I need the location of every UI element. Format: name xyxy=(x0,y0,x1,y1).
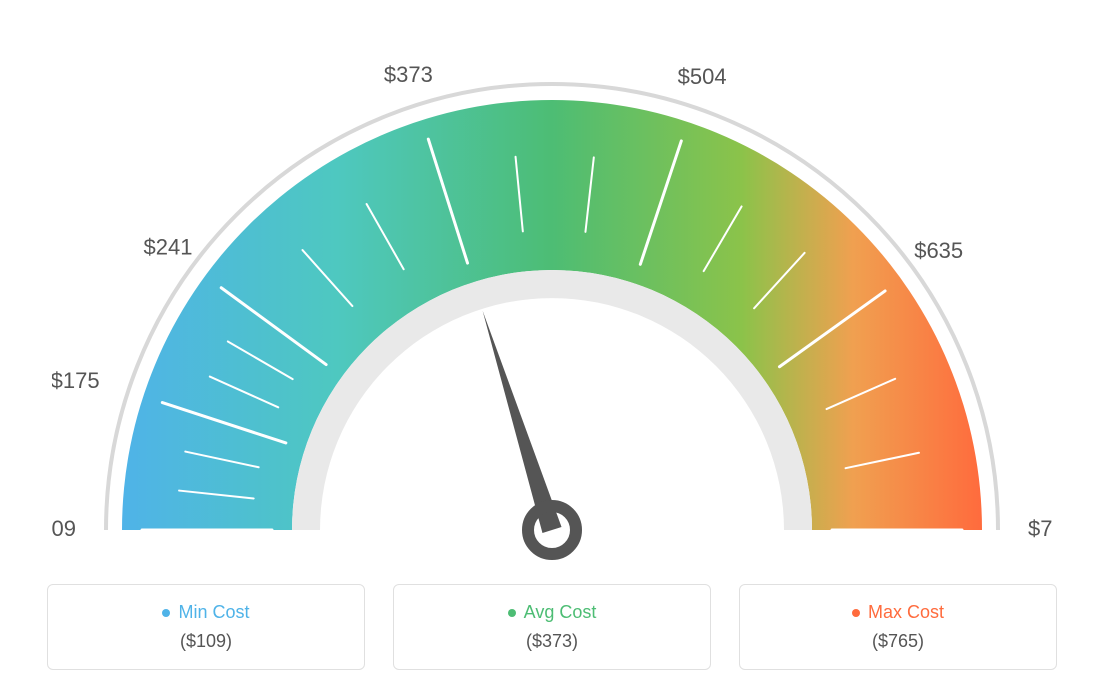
gauge-svg: $109 $175 $241 $373 $504 $635 $765 xyxy=(52,20,1052,560)
cost-gauge: $109 $175 $241 $373 $504 $635 $765 xyxy=(52,20,1052,560)
svg-text:$765: $765 xyxy=(1028,516,1052,541)
legend-row: Min Cost ($109) Avg Cost ($373) Max Cost… xyxy=(47,584,1057,670)
legend-label-row: Max Cost xyxy=(852,602,944,623)
legend-value-max: ($765) xyxy=(872,631,924,652)
legend-label-row: Avg Cost xyxy=(508,602,597,623)
legend-box-min: Min Cost ($109) xyxy=(47,584,365,670)
svg-text:$373: $373 xyxy=(384,62,433,87)
legend-label-row: Min Cost xyxy=(162,602,249,623)
svg-text:$635: $635 xyxy=(914,238,963,263)
legend-value-min: ($109) xyxy=(180,631,232,652)
svg-text:$504: $504 xyxy=(678,64,727,89)
svg-text:$175: $175 xyxy=(52,368,100,393)
legend-box-max: Max Cost ($765) xyxy=(739,584,1057,670)
legend-box-avg: Avg Cost ($373) xyxy=(393,584,711,670)
legend-value-avg: ($373) xyxy=(526,631,578,652)
legend-dot-min xyxy=(162,609,170,617)
svg-text:$241: $241 xyxy=(144,235,193,260)
legend-label-max: Max Cost xyxy=(868,602,944,623)
legend-dot-avg xyxy=(508,609,516,617)
legend-label-avg: Avg Cost xyxy=(524,602,597,623)
svg-text:$109: $109 xyxy=(52,516,76,541)
legend-label-min: Min Cost xyxy=(178,602,249,623)
legend-dot-max xyxy=(852,609,860,617)
